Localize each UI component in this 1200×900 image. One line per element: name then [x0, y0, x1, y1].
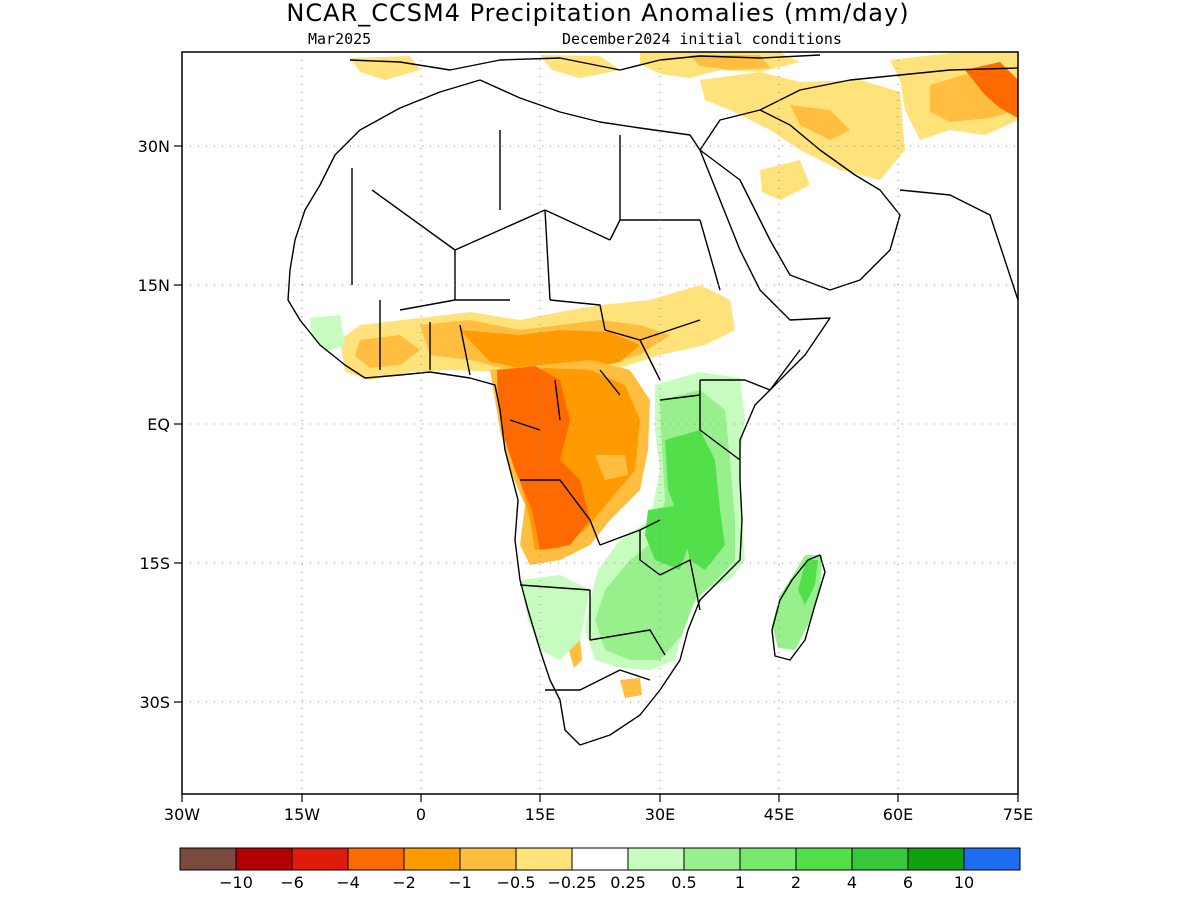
madagascar-coastline: [771, 554, 826, 661]
colorbar-label: −0.25: [547, 873, 596, 892]
colorbar-swatch: [347, 847, 405, 871]
colorbar-label: −4: [336, 873, 360, 892]
colorbar-swatch: [291, 847, 349, 871]
colorbar-swatch: [683, 847, 741, 871]
map-frame: [181, 51, 1019, 795]
africa-coastline: [287, 79, 831, 746]
x-tick-30e: 30E: [645, 805, 675, 824]
colorbar-swatch: [795, 847, 853, 871]
colorbar-label: −6: [280, 873, 304, 892]
map-panel: [174, 51, 1019, 802]
y-axis-labels: 30N 15N EQ 15S 30S: [138, 137, 170, 712]
colorbar-label: 10: [954, 873, 974, 892]
graticule: [182, 52, 1018, 794]
colorbar-swatch: [459, 847, 517, 871]
colorbar-label: 6: [903, 873, 913, 892]
arabia-coastline: [699, 109, 901, 291]
x-tick-45e: 45E: [764, 805, 794, 824]
colorbar-swatch: [235, 847, 293, 871]
colorbar-label: 0.5: [671, 873, 696, 892]
x-axis-labels: 30W 15W 0 15E 30E 45E 60E 75E: [164, 805, 1033, 824]
colorbar-label: −1: [448, 873, 472, 892]
y-tick-30n: 30N: [138, 137, 170, 156]
colorbar-label: −10: [219, 873, 253, 892]
colorbar-label: 1: [735, 873, 745, 892]
colorbar-swatch: [403, 847, 461, 871]
y-tick-15n: 15N: [138, 276, 170, 295]
initial-conditions-label: December2024 initial conditions: [562, 30, 842, 48]
colorbar-swatch: [179, 847, 237, 871]
x-tick-15e: 15E: [525, 805, 555, 824]
valid-month-label: Mar2025: [308, 30, 371, 48]
map-title: NCAR_CCSM4 Precipitation Anomalies (mm/d…: [286, 0, 909, 27]
x-tick-0: 0: [416, 805, 426, 824]
colorbar-label: 2: [791, 873, 801, 892]
colorbar-swatch: [963, 847, 1021, 871]
axis-ticks: [174, 145, 1019, 802]
x-tick-75e: 75E: [1003, 805, 1033, 824]
colorbar-label: −2: [392, 873, 416, 892]
y-tick-30s: 30S: [139, 693, 170, 712]
anomaly-shading: [310, 52, 1018, 698]
coastlines-and-borders: [287, 54, 1019, 746]
asia-coastline: [759, 67, 1019, 301]
colorbar-label: 0.25: [610, 873, 646, 892]
x-tick-60e: 60E: [883, 805, 913, 824]
colorbar-label: 4: [847, 873, 857, 892]
colorbar-label: −0.5: [497, 873, 536, 892]
x-tick-30w: 30W: [164, 805, 200, 824]
colorbar: −10 −6 −4 −2 −1 −0.5 −0.25 0.25 0.5 1 2 4 6 10: [179, 847, 1021, 892]
europe-coastline: [349, 54, 821, 71]
colorbar-swatch: [907, 847, 965, 871]
colorbar-swatch: [851, 847, 909, 871]
colorbar-swatch: [571, 847, 629, 871]
y-tick-eq: EQ: [147, 415, 170, 434]
country-borders: [351, 130, 801, 691]
colorbar-swatch: [627, 847, 685, 871]
colorbar-swatch: [739, 847, 797, 871]
x-tick-15w: 15W: [284, 805, 320, 824]
colorbar-swatch: [515, 847, 573, 871]
y-tick-15s: 15S: [139, 554, 170, 573]
